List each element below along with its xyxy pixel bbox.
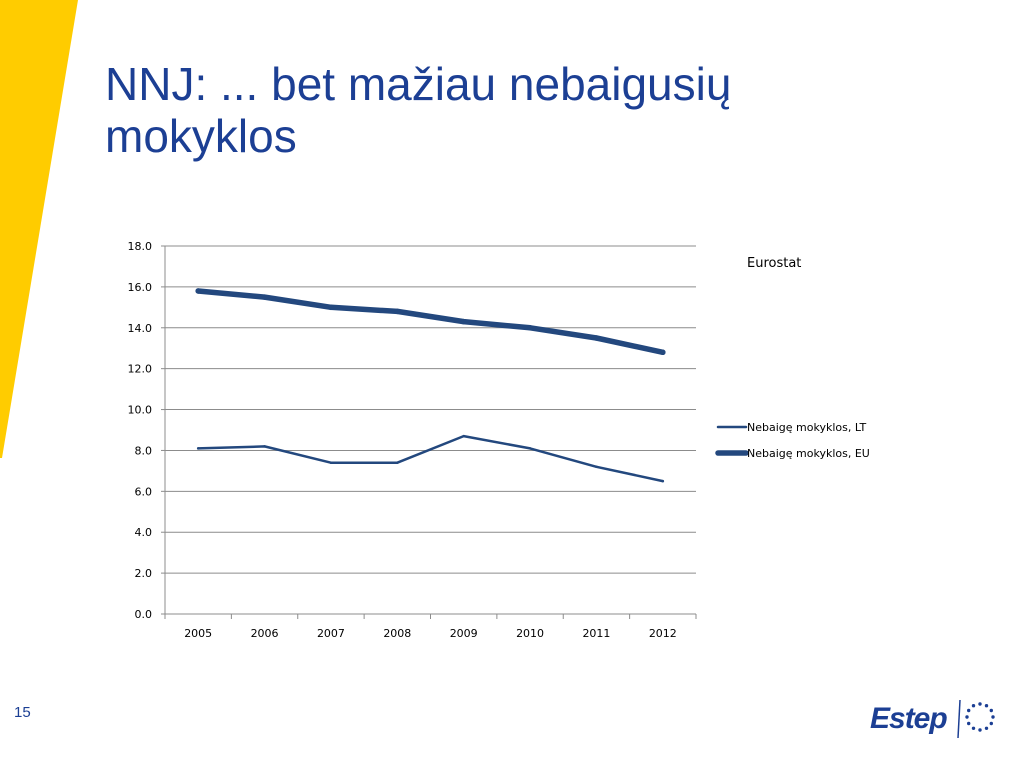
axes [161,245,697,619]
x-tick-label: 2012 [649,627,677,640]
logo-star [984,704,989,708]
logo-star [984,726,989,730]
x-tick-label: 2008 [383,627,411,640]
data-point [196,447,200,450]
logo-divider [957,699,961,739]
logo-star [978,702,982,706]
y-tick-label: 8.0 [135,444,153,457]
data-point [593,335,600,341]
series-line-2 [195,288,666,356]
yellow-accent-stripe [0,0,78,458]
data-point [328,304,334,311]
estep-logo: Estep [870,699,995,739]
logo-star [971,726,976,730]
y-tick-label: 14.0 [128,322,153,335]
x-tick-label: 2007 [317,627,345,640]
x-tick-label: 2009 [450,627,478,640]
y-tick-label: 16.0 [128,281,153,294]
y-tick-label: 0.0 [135,608,153,621]
x-tick-label: 2006 [251,627,279,640]
logo-star [967,708,971,713]
y-tick-label: 18.0 [128,240,153,253]
y-tick-label: 10.0 [128,404,153,417]
data-point [396,461,399,464]
data-point [595,465,598,469]
logo-star [965,715,969,719]
x-tick-label: 2010 [516,627,544,640]
x-tick-label: 2005 [184,627,212,640]
gridlines [165,245,696,574]
data-point [261,294,268,300]
y-tick-label: 6.0 [135,485,153,498]
slide-title: NNJ: ... bet mažiau nebaigusių mokyklos [105,58,732,162]
data-point [329,461,333,464]
page-number: 15 [14,704,31,721]
legend: Nebaigę mokyklos, LT Nebaigę mokyklos, EU [715,421,870,460]
y-tick-label: 12.0 [128,363,153,376]
logo-star [991,715,995,719]
estep-logo-text: Estep [870,702,947,735]
data-point [394,308,401,315]
data-point [195,288,201,294]
source-note: Eurostat [747,256,801,271]
x-tick-labels: 2005 2006 2007 2008 2009 2010 2011 2012 [184,627,677,640]
legend-label: Nebaigę mokyklos, EU [747,447,870,460]
data-point [660,349,666,356]
series-line-1 [196,434,665,483]
data-point [661,479,665,483]
y-tick-labels: 0.0 2.0 4.0 6.0 8.0 10.0 12.0 14.0 16.0 18.0 [128,240,153,621]
series-lines [195,288,666,483]
line-chart: 0.0 2.0 4.0 6.0 8.0 10.0 12.0 14.0 16.0 18.0 2005… [128,240,870,640]
data-point [528,447,532,450]
data-point [462,434,465,438]
legend-label: Nebaigę mokyklos, LT [747,421,866,434]
data-point [263,445,266,448]
y-tick-label: 2.0 [135,567,153,580]
y-tick-label: 4.0 [135,526,153,539]
data-point [527,325,533,331]
x-tick-label: 2011 [582,627,610,640]
logo-star [978,728,982,732]
logo-star [971,704,976,708]
eu-stars-icon [965,702,995,732]
logo-star [989,721,993,726]
logo-star [967,721,971,726]
data-point [460,318,467,325]
logo-star [989,708,993,713]
